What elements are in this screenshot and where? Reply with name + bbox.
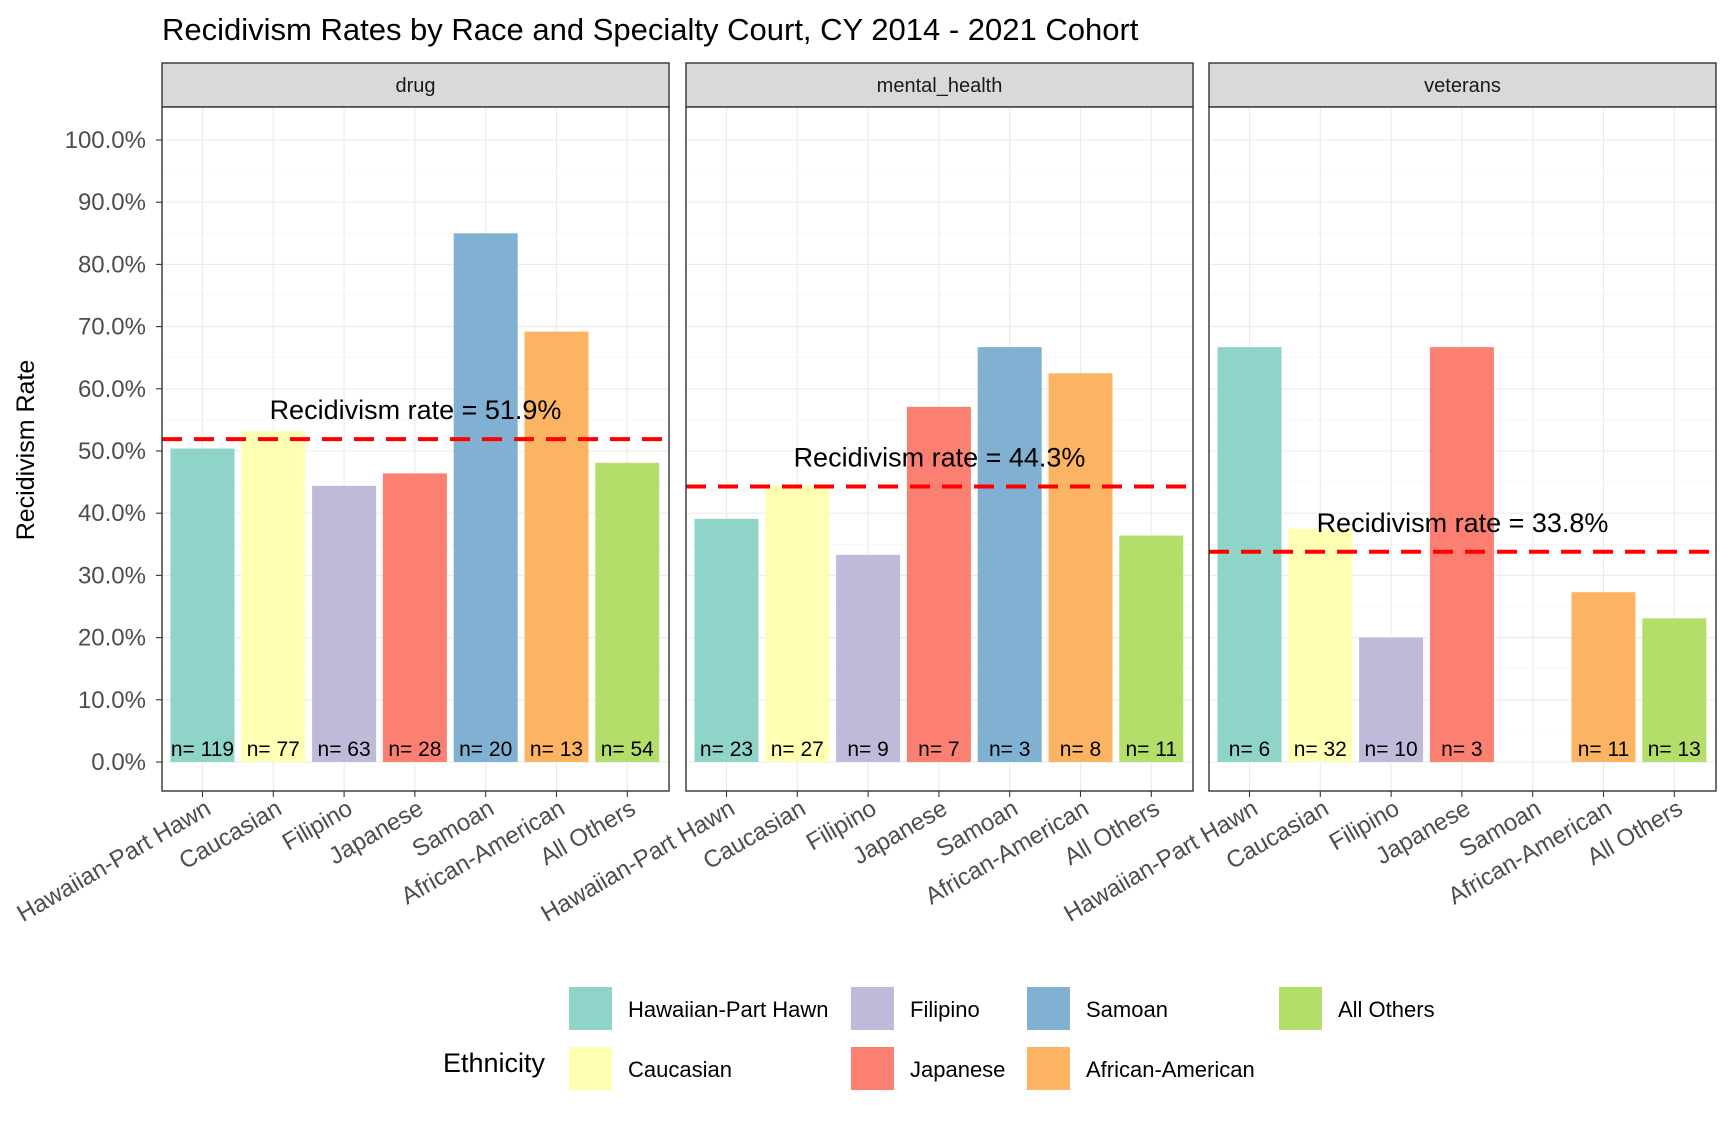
bar-filipino xyxy=(836,554,901,762)
legend-label: African-American xyxy=(1086,1057,1255,1082)
panel-strip xyxy=(1208,62,1717,108)
legend-item-caucasian: Caucasian xyxy=(569,1047,732,1090)
legend-swatch xyxy=(1027,987,1070,1030)
legend-swatch xyxy=(851,987,894,1030)
bar-african-american xyxy=(524,331,589,762)
n-label: n= 8 xyxy=(1060,738,1101,761)
legend: Ethnicity Hawaiian-Part Hawn Caucasian Fili… xyxy=(443,987,1435,1090)
y-tick-label: 20.0% xyxy=(78,625,146,652)
panel-strip-label: veterans xyxy=(1424,75,1501,97)
legend-label: All Others xyxy=(1338,997,1435,1022)
y-tick-label: 40.0% xyxy=(78,500,146,527)
y-tick-label: 10.0% xyxy=(78,687,146,714)
panel-strip xyxy=(161,62,670,108)
y-tick-label: 60.0% xyxy=(78,376,146,403)
panel-border xyxy=(1208,106,1717,792)
bar-caucasian xyxy=(241,431,306,762)
legend-item-african-american: African-American xyxy=(1027,1047,1255,1090)
legend-item-all-others: All Others xyxy=(1279,987,1435,1030)
overall-rate-label: Recidivism rate = 51.9% xyxy=(270,395,562,425)
bar-all-others xyxy=(1119,535,1184,762)
y-tick-label: 80.0% xyxy=(78,251,146,278)
legend-label: Japanese xyxy=(910,1057,1005,1082)
bar-samoan xyxy=(977,347,1042,762)
n-label: n= 3 xyxy=(989,738,1030,761)
panel-strip xyxy=(685,62,1194,108)
bar-caucasian xyxy=(765,485,830,762)
overall-rate-label: Recidivism rate = 33.8% xyxy=(1317,508,1609,538)
n-label: n= 11 xyxy=(1126,738,1178,761)
bar-all-others xyxy=(595,462,660,762)
bar-japanese xyxy=(382,473,447,762)
bar-african-american xyxy=(1048,373,1113,762)
bar-filipino xyxy=(312,485,377,762)
n-label: n= 11 xyxy=(1578,738,1630,761)
panel-strip-label: drug xyxy=(395,75,435,97)
legend-item-samoan: Samoan xyxy=(1027,987,1168,1030)
bar-japanese xyxy=(1429,347,1494,762)
bar-african-american xyxy=(1571,592,1636,762)
n-label: n= 7 xyxy=(918,738,959,761)
n-label: n= 20 xyxy=(459,738,512,761)
legend-label: Caucasian xyxy=(628,1057,732,1082)
legend-swatch xyxy=(851,1047,894,1090)
y-tick-label: 50.0% xyxy=(78,438,146,465)
y-axis: 0.0% 10.0% 20.0% 30.0% 40.0% 50.0% 60.0% 70.0% 8… xyxy=(65,127,162,776)
panel-strip-label: mental_health xyxy=(877,75,1003,97)
facet-panels: 0.0% 10.0% 20.0% 30.0% 40.0% 50.0% 60.0% 70.0% 8… xyxy=(13,62,1717,928)
n-label: n= 6 xyxy=(1229,738,1270,761)
legend-swatch xyxy=(569,987,612,1030)
legend-swatch xyxy=(569,1047,612,1090)
bar-hawaiian-part-hawn xyxy=(170,448,235,762)
panel-border xyxy=(161,106,670,792)
y-tick-label: 100.0% xyxy=(65,127,146,154)
n-label: n= 9 xyxy=(847,738,888,761)
y-tick-label: 90.0% xyxy=(78,189,146,216)
bar-hawaiian-part-hawn xyxy=(694,518,759,762)
legend-label: Samoan xyxy=(1086,997,1168,1022)
legend-title: Ethnicity xyxy=(443,1048,546,1078)
bar-samoan xyxy=(453,233,518,763)
legend-item-japanese: Japanese xyxy=(851,1047,1005,1090)
y-tick-label: 0.0% xyxy=(91,749,146,776)
y-tick-label: 30.0% xyxy=(78,562,146,589)
legend-swatch xyxy=(1027,1047,1070,1090)
bar-all-others xyxy=(1642,618,1707,762)
bar-japanese xyxy=(906,406,971,762)
y-tick-label: 70.0% xyxy=(78,314,146,341)
n-label: n= 13 xyxy=(530,738,583,761)
legend-item-filipino: Filipino xyxy=(851,987,980,1030)
n-label: n= 32 xyxy=(1294,738,1347,761)
bar-hawaiian-part-hawn xyxy=(1217,347,1282,762)
n-label: n= 27 xyxy=(771,738,824,761)
n-label: n= 77 xyxy=(247,738,300,761)
n-label: n= 28 xyxy=(388,738,441,761)
n-label: n= 10 xyxy=(1365,738,1418,761)
bar-filipino xyxy=(1359,637,1424,762)
y-axis-title: Recidivism Rate xyxy=(12,360,40,541)
panel-border xyxy=(685,106,1194,792)
n-label: n= 119 xyxy=(171,738,234,761)
legend-swatch xyxy=(1279,987,1322,1030)
chart-title: Recidivism Rates by Race and Specialty C… xyxy=(162,12,1139,47)
overall-rate-label: Recidivism rate = 44.3% xyxy=(794,442,1086,472)
legend-label: Hawaiian-Part Hawn xyxy=(628,997,829,1022)
n-label: n= 23 xyxy=(700,738,753,761)
legend-item-hawaiian-part-hawn: Hawaiian-Part Hawn xyxy=(569,987,829,1030)
n-label: n= 3 xyxy=(1441,738,1482,761)
n-label: n= 63 xyxy=(318,738,371,761)
n-label: n= 13 xyxy=(1648,738,1701,761)
bar-caucasian xyxy=(1288,528,1353,762)
n-label: n= 54 xyxy=(601,738,654,761)
legend-label: Filipino xyxy=(910,997,980,1022)
